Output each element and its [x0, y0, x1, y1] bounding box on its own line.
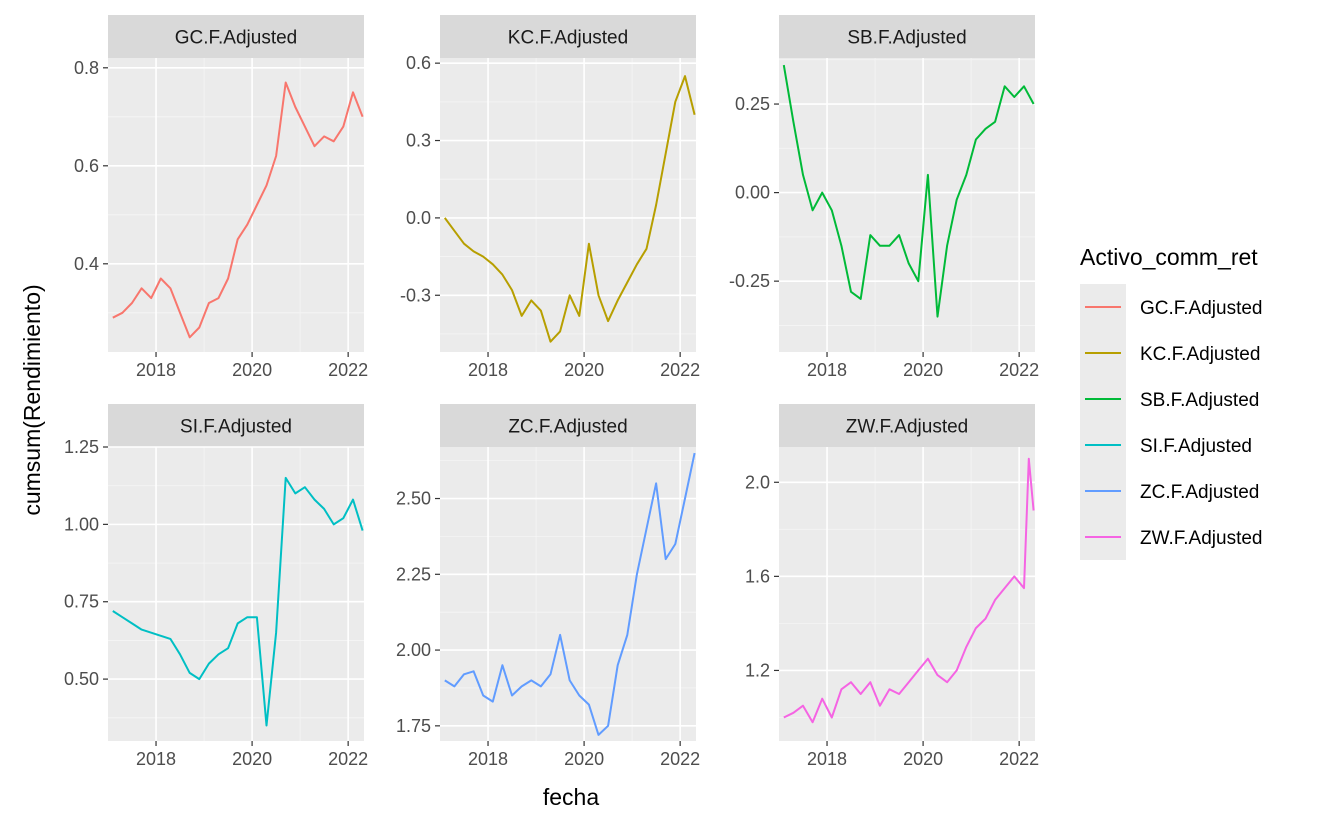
- x-tick-label: 2020: [903, 749, 943, 769]
- x-tick-label: 2020: [232, 749, 272, 769]
- y-tick-label: 0.00: [735, 183, 770, 203]
- y-tick-label: 1.2: [745, 660, 770, 680]
- legend-item: SB.F.Adjusted: [1085, 390, 1259, 411]
- x-tick-label: 2018: [468, 749, 508, 769]
- series-line: [443, 75, 696, 343]
- y-tick-label: 2.50: [396, 489, 431, 509]
- legend-item: KC.F.Adjusted: [1085, 344, 1260, 365]
- y-tick-label: 1.00: [64, 514, 99, 534]
- plot-background: [108, 58, 364, 352]
- facet-panel: ZC.F.Adjusted 1.75 2.00 2.25 2.50 2018 2020 202…: [396, 404, 700, 769]
- y-tick-label: 0.50: [64, 669, 99, 689]
- legend-label: GC.F.Adjusted: [1140, 298, 1263, 319]
- y-tick-label: 0.6: [406, 53, 431, 73]
- x-axis-title: fecha: [543, 784, 599, 810]
- legend-key-background: [1080, 284, 1126, 560]
- x-tick-label: 2022: [999, 360, 1039, 380]
- facet-panel: SI.F.Adjusted 0.50 0.75 1.00 1.25 2018 2020 202…: [64, 404, 368, 769]
- x-tick-label: 2020: [232, 360, 272, 380]
- x-tick-label: 2020: [564, 749, 604, 769]
- y-tick-label: 1.6: [745, 566, 770, 586]
- facet-strip-label: SB.F.Adjusted: [847, 28, 966, 49]
- y-tick-label: 2.00: [396, 640, 431, 660]
- facet-panel: KC.F.Adjusted -0.3 0.0 0.3 0.6 2018 2020 2022: [400, 15, 700, 380]
- legend: Activo_comm_ret GC.F.Adjusted KC.F.Adjust…: [1080, 244, 1263, 560]
- x-tick-label: 2022: [328, 749, 368, 769]
- facet-panel: SB.F.Adjusted -0.25 0.00 0.25 2018 2020 2022: [729, 15, 1039, 380]
- x-tick-label: 2020: [903, 360, 943, 380]
- legend-title: Activo_comm_ret: [1080, 244, 1258, 270]
- x-tick-label: 2022: [660, 360, 700, 380]
- series-line: [782, 64, 1035, 318]
- series-line: [112, 81, 364, 339]
- legend-label: SB.F.Adjusted: [1140, 390, 1259, 411]
- legend-label: ZW.F.Adjusted: [1140, 528, 1263, 549]
- series-line: [112, 476, 364, 727]
- y-tick-label: 0.4: [74, 254, 99, 274]
- x-tick-label: 2020: [564, 360, 604, 380]
- y-tick-label: -0.3: [400, 285, 431, 305]
- y-tick-label: 2.25: [396, 564, 431, 584]
- y-tick-label: 0.0: [406, 208, 431, 228]
- legend-label: SI.F.Adjusted: [1140, 436, 1252, 457]
- legend-item: ZW.F.Adjusted: [1085, 528, 1263, 549]
- facet-strip: [108, 15, 364, 58]
- legend-item: GC.F.Adjusted: [1085, 298, 1263, 319]
- facet-panel: GC.F.Adjusted 0.4 0.6 0.8 2018 2020 2022: [74, 15, 368, 380]
- plot-background: [779, 447, 1035, 741]
- y-tick-label: 1.25: [64, 437, 99, 457]
- x-tick-label: 2018: [468, 360, 508, 380]
- facet-panel: ZW.F.Adjusted 1.2 1.6 2.0 2018 2020 2022: [745, 404, 1039, 769]
- facet-strip: [779, 15, 1035, 58]
- legend-label: ZC.F.Adjusted: [1140, 482, 1259, 503]
- y-tick-label: 0.8: [74, 58, 99, 78]
- x-tick-label: 2022: [999, 749, 1039, 769]
- facet-strip: [779, 404, 1035, 447]
- x-tick-label: 2018: [136, 360, 176, 380]
- series-line: [444, 452, 696, 736]
- legend-label: KC.F.Adjusted: [1140, 344, 1260, 365]
- x-tick-label: 2018: [136, 749, 176, 769]
- x-tick-label: 2022: [328, 360, 368, 380]
- y-tick-label: 1.75: [396, 716, 431, 736]
- facet-strip: [440, 15, 696, 58]
- y-tick-label: 0.25: [735, 94, 770, 114]
- legend-item: SI.F.Adjusted: [1085, 436, 1252, 457]
- y-tick-label: 0.75: [64, 592, 99, 612]
- facet-strip-label: KC.F.Adjusted: [508, 28, 628, 49]
- y-axis-title: cumsum(Rendimiento): [19, 284, 45, 515]
- y-tick-label: 2.0: [745, 472, 770, 492]
- series-line: [783, 457, 1035, 724]
- y-tick-label: 0.3: [406, 131, 431, 151]
- x-tick-label: 2018: [807, 749, 847, 769]
- legend-items: GC.F.Adjusted KC.F.Adjusted SB.F.Adjusted S…: [1080, 284, 1263, 560]
- x-tick-label: 2018: [807, 360, 847, 380]
- facet-strip-label: ZC.F.Adjusted: [508, 417, 627, 438]
- legend-item: ZC.F.Adjusted: [1085, 482, 1259, 503]
- facet-strip-label: SI.F.Adjusted: [180, 417, 292, 438]
- facet-strip: [440, 404, 696, 447]
- x-tick-label: 2022: [660, 749, 700, 769]
- plot-background: [108, 447, 364, 741]
- facet-strip-label: ZW.F.Adjusted: [846, 417, 969, 438]
- facet-strip-label: GC.F.Adjusted: [175, 28, 298, 49]
- y-tick-label: -0.25: [729, 271, 770, 291]
- plot-background: [779, 58, 1035, 352]
- facet-strip: [108, 404, 364, 447]
- y-tick-label: 0.6: [74, 156, 99, 176]
